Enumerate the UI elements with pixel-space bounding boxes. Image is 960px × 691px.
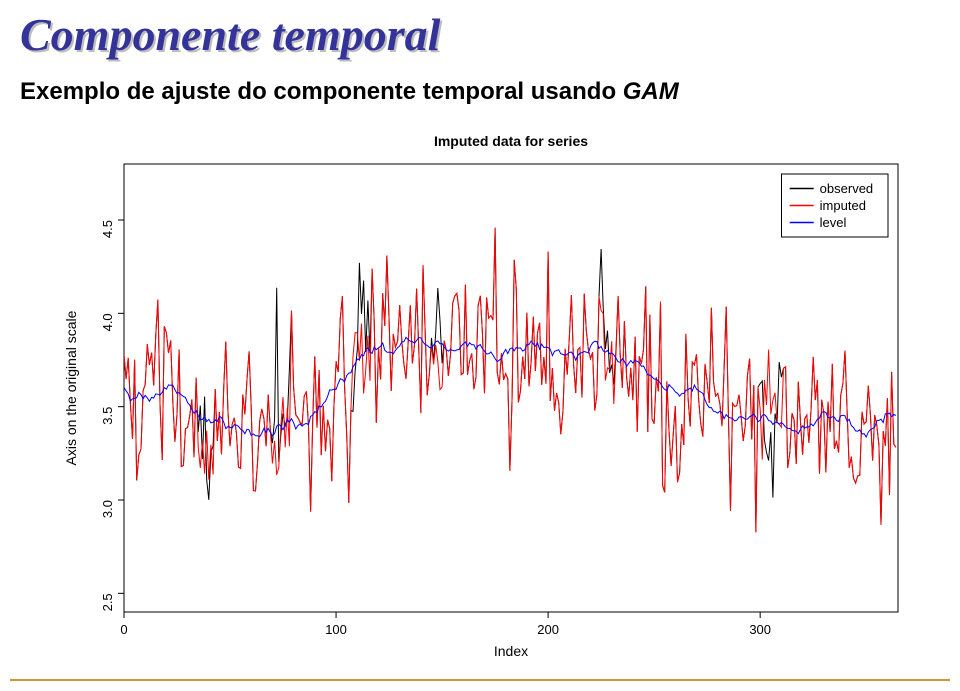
series-observed [124,228,896,533]
ytick-label: 4.0 [100,313,115,331]
page-title: Componente temporal [20,8,440,61]
subtitle: Exemplo de ajuste do componente temporal… [20,78,679,106]
ytick-label: 3.0 [100,500,115,518]
legend: observed imputed level [782,174,888,237]
legend-label: imputed [820,198,866,213]
series-imputed [124,228,896,533]
ytick-label: 2.5 [100,593,115,611]
xtick-label: 300 [749,622,771,637]
y-axis-label: Axis on the original scale [63,310,79,465]
xtick-label: 0 [120,622,127,637]
series-level [124,337,896,437]
chart-container: Imputed data for series 2.5 3.0 3.5 4.0 4.5 Ax… [46,120,914,668]
subtitle-text: Exemplo de ajuste do componente temporal… [20,78,623,105]
footer-rule [10,679,950,681]
xtick-label: 200 [537,622,559,637]
ytick-label: 3.5 [100,407,115,425]
xtick-label: 100 [325,622,347,637]
legend-label: observed [820,181,873,196]
time-series-chart: Imputed data for series 2.5 3.0 3.5 4.0 4.5 Ax… [46,120,914,668]
chart-title: Imputed data for series [434,133,588,149]
ytick-label: 4.5 [100,220,115,238]
x-axis-label: Index [494,643,528,659]
legend-label: level [820,215,847,230]
subtitle-em: GAM [623,78,679,105]
